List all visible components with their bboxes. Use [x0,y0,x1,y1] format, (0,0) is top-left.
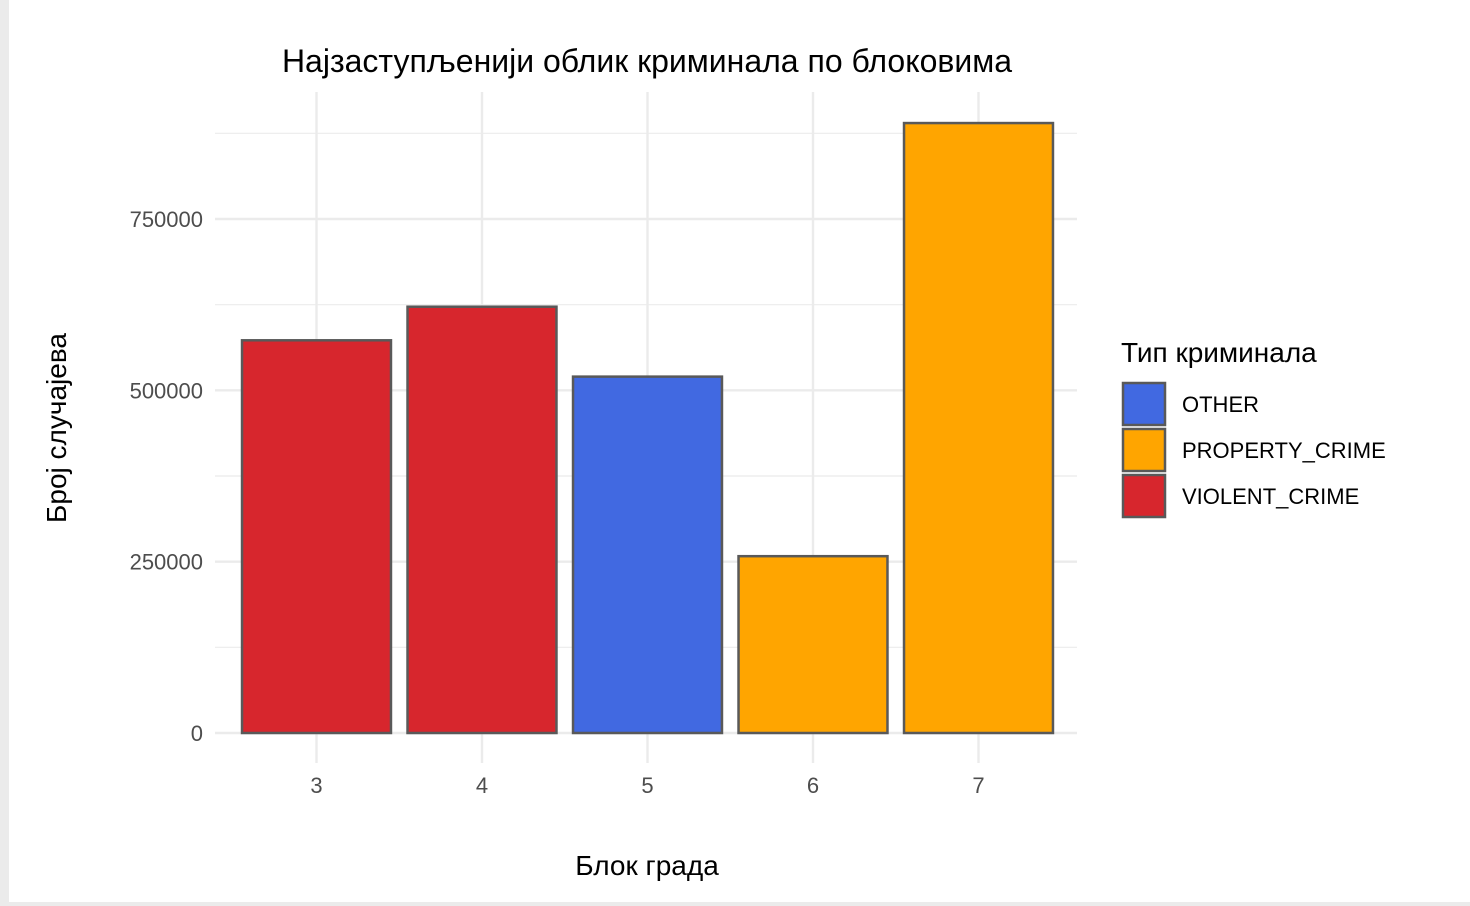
y-tick-label: 250000 [130,550,203,575]
legend-label: VIOLENT_CRIME [1182,484,1359,509]
chart-title: Најзаступљенији облик криминала по блоко… [282,43,1012,79]
legend-key [1121,473,1167,519]
legend: Тип криминала OTHER PROPERTY_CRIME VIOLENT… [1121,337,1386,519]
bars [240,121,1055,735]
x-axis-title: Блок града [575,850,719,881]
y-axis-ticks: 0 250000 500000 750000 [130,207,203,746]
legend-label: OTHER [1182,392,1259,417]
y-tick-label: 500000 [130,378,203,403]
legend-key [1121,427,1167,473]
x-tick-label: 7 [972,773,984,798]
legend-label: PROPERTY_CRIME [1182,438,1386,463]
x-tick-label: 6 [807,773,819,798]
y-axis-title: Број случајева [41,333,72,523]
x-tick-label: 5 [641,773,653,798]
y-tick-label: 0 [191,721,203,746]
x-tick-label: 3 [310,773,322,798]
bar-block-6 [737,554,889,735]
y-tick-label: 750000 [130,207,203,232]
bar-block-3 [240,339,393,735]
bar-block-4 [406,305,558,735]
legend-title: Тип криминала [1121,337,1317,368]
x-axis-ticks: 3 4 5 6 7 [310,773,984,798]
x-tick-label: 4 [476,773,488,798]
bar-block-5 [571,375,724,735]
legend-key [1121,381,1167,427]
bar-block-7 [902,121,1055,735]
legend-items: OTHER PROPERTY_CRIME VIOLENT_CRIME [1121,381,1386,519]
